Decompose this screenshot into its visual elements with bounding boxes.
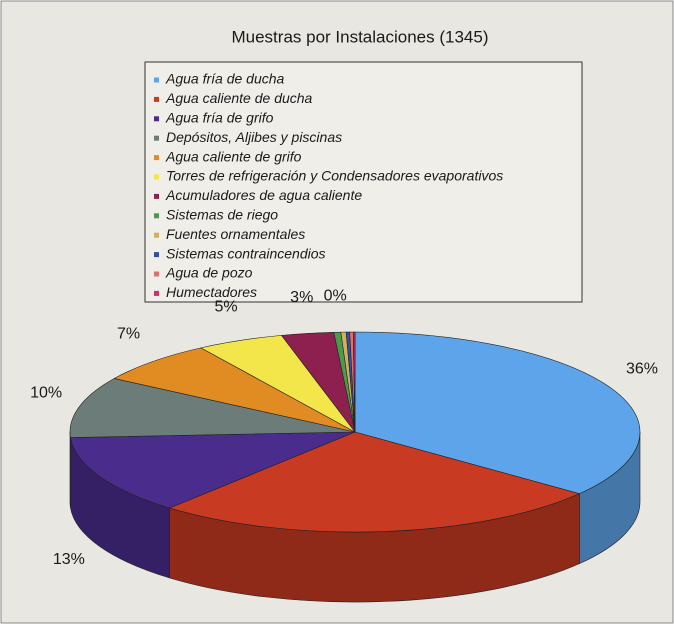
slice (113, 347, 356, 433)
data-label: 36% (626, 360, 658, 377)
data-label: 13% (53, 551, 85, 568)
slice (354, 331, 641, 494)
legend-marker (154, 155, 159, 161)
data-label: 26% (371, 623, 403, 624)
data-label: 3% (290, 289, 313, 306)
data-label: 10% (30, 384, 62, 401)
legend-label: Fuentes ornamentales (166, 226, 305, 242)
legend-marker (154, 271, 159, 277)
data-label: 0% (324, 287, 347, 304)
legend-label: Agua caliente de grifo (165, 148, 302, 164)
legend-marker (154, 116, 159, 122)
legend-marker (154, 77, 159, 83)
data-label: 5% (214, 298, 237, 315)
slice (70, 431, 356, 509)
legend-marker (154, 213, 159, 219)
legend-label: Agua fría de ducha (165, 71, 285, 87)
legend-marker (154, 290, 159, 296)
data-label: 7% (117, 326, 140, 343)
legend-box (144, 61, 583, 303)
legend-marker (154, 96, 159, 102)
legend-label: Agua fría de grifo (165, 110, 274, 126)
legend-label: Depósitos, Aljibes y piscinas (166, 129, 342, 145)
legend-label: Sistemas de riego (166, 207, 278, 223)
legend-marker (154, 252, 159, 258)
legend-label: Sistemas contraincendios (166, 245, 326, 261)
legend-label: Agua caliente de ducha (165, 90, 313, 106)
legend-label: Torres de refrigeración y Condensadores … (166, 168, 503, 184)
legend-marker (154, 193, 159, 199)
legend-marker (154, 232, 159, 238)
legend-marker (154, 174, 159, 180)
legend-label: Acumuladores de agua caliente (165, 187, 362, 203)
slice (168, 431, 581, 533)
legend-label: Humectadores (166, 284, 257, 300)
slice (69, 378, 356, 438)
slice (352, 331, 356, 433)
legend-label: Agua de pozo (165, 265, 253, 281)
legend-marker (154, 135, 159, 141)
chart-title: Muestras por Instalaciones (1345) (231, 27, 488, 46)
